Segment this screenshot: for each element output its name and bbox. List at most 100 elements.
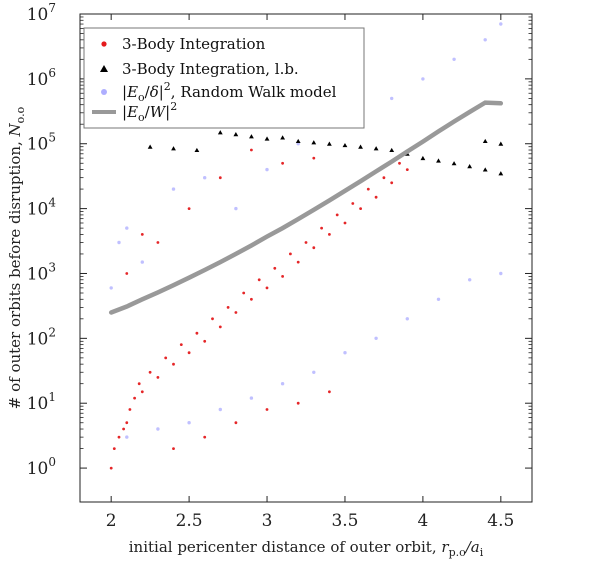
data-point — [179, 343, 183, 346]
data-point — [405, 168, 409, 172]
data-point — [436, 297, 441, 301]
data-point — [390, 181, 394, 185]
x-axis-label: initial pericenter distance of outer orb… — [129, 538, 484, 559]
data-point — [281, 275, 284, 278]
data-point — [218, 176, 222, 180]
data-point — [273, 266, 277, 270]
data-point — [133, 396, 137, 400]
data-point — [233, 132, 239, 137]
data-point — [482, 167, 488, 172]
data-point — [328, 233, 331, 236]
data-point — [420, 155, 426, 161]
data-point — [382, 176, 386, 180]
data-point — [137, 382, 141, 386]
series-1 — [147, 130, 504, 176]
data-point — [194, 147, 200, 153]
data-point — [234, 206, 238, 211]
legend-blue-dot-icon — [101, 89, 107, 95]
data-point — [467, 164, 473, 169]
data-point — [289, 252, 292, 256]
y-tick-label: 103 — [27, 260, 56, 284]
x-tick-label: 3.5 — [331, 511, 358, 531]
data-point — [217, 130, 223, 135]
data-point — [264, 136, 270, 141]
x-tick-label: 4.5 — [487, 511, 514, 531]
data-point — [148, 370, 152, 374]
y-tick-label: 106 — [27, 66, 56, 90]
legend-entry-3body: 3-Body Integration — [122, 35, 266, 53]
data-point — [483, 38, 487, 42]
series-0 — [109, 148, 409, 470]
data-point — [125, 272, 129, 275]
data-point — [187, 351, 191, 355]
data-point — [218, 325, 222, 329]
data-point — [128, 408, 132, 411]
data-point — [311, 140, 317, 145]
data-point — [374, 336, 378, 340]
legend-box — [83, 27, 365, 129]
data-point — [296, 260, 300, 264]
data-point — [156, 376, 160, 379]
data-point — [499, 22, 503, 26]
data-point — [482, 138, 488, 144]
data-point — [320, 226, 323, 230]
y-tick-label: 105 — [27, 131, 56, 155]
data-point — [436, 158, 441, 163]
data-point — [358, 144, 363, 149]
data-point — [312, 156, 316, 160]
data-point — [280, 135, 286, 140]
plot-frame — [79, 13, 533, 503]
data-point — [389, 147, 395, 153]
data-point — [374, 195, 378, 199]
series-2 — [109, 22, 503, 439]
chart-marks — [108, 22, 504, 470]
data-point — [343, 351, 347, 355]
data-point — [265, 408, 269, 411]
data-point — [218, 407, 222, 412]
data-point — [203, 339, 207, 343]
legend-entry-random-walk: |Eo/δ|2, Random Walk model — [122, 80, 337, 104]
data-point — [140, 390, 144, 394]
data-point — [172, 362, 175, 366]
data-point — [468, 278, 472, 282]
data-point — [405, 317, 409, 321]
legend-black-triangle-icon — [100, 65, 108, 72]
y-axis-ticks: 100 101 102 103 104 105 106 107 — [27, 1, 532, 479]
data-point — [451, 161, 457, 166]
y-tick-label: 101 — [27, 390, 56, 414]
data-point — [203, 176, 207, 180]
data-point — [398, 161, 401, 165]
data-point — [171, 146, 176, 151]
x-tick-label: 4 — [417, 511, 428, 531]
data-point — [249, 134, 254, 139]
data-point — [366, 187, 370, 191]
data-point — [296, 401, 300, 405]
legend-entry-ew: |Eo/W|2 — [122, 100, 177, 124]
data-point — [125, 421, 129, 425]
data-point — [280, 382, 285, 386]
data-point — [140, 233, 144, 236]
data-point — [125, 435, 129, 439]
data-point — [390, 96, 394, 101]
data-point — [421, 77, 425, 81]
data-point — [109, 466, 113, 470]
data-point — [257, 278, 261, 282]
y-axis-label: # of outer orbits before disruption, No.… — [6, 106, 27, 409]
data-point — [203, 435, 207, 439]
series-line — [108, 100, 504, 315]
data-point — [187, 421, 191, 425]
data-point — [211, 317, 214, 321]
data-point — [156, 427, 160, 431]
x-tick-label: 3 — [262, 511, 273, 531]
data-point — [343, 221, 347, 225]
data-point — [265, 286, 269, 290]
data-point — [234, 311, 238, 314]
data-point — [140, 260, 144, 264]
data-point — [112, 447, 116, 450]
data-point — [250, 297, 253, 301]
y-tick-label: 100 — [27, 455, 56, 479]
x-tick-label: 2 — [106, 511, 117, 531]
data-point — [373, 146, 379, 151]
legend-entry-3body-lb: 3-Body Integration, l.b. — [122, 60, 299, 78]
